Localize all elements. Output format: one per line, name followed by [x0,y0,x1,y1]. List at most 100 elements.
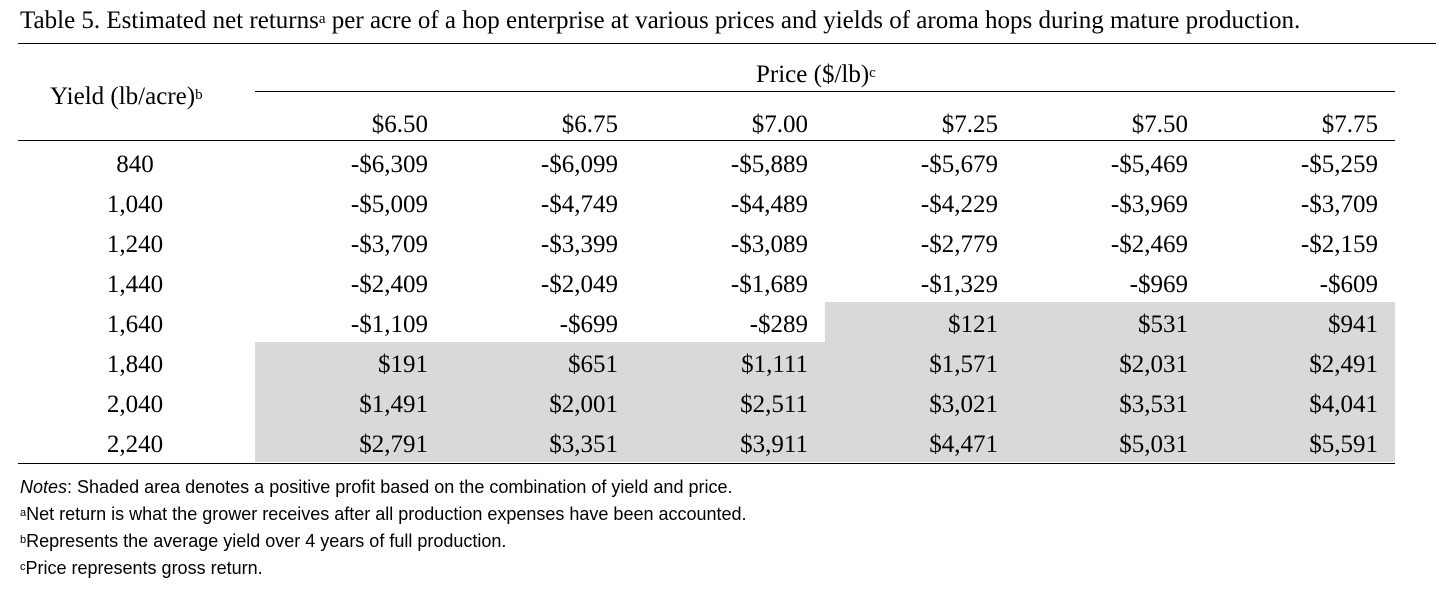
positive-cell-shade [445,422,635,462]
net-return-cell: -$5,889 [730,151,808,178]
yield-column-header: Yield (lb/acre)b [50,80,203,114]
yield-cell: 840 [116,151,154,178]
net-return-cell: $2,031 [1119,351,1188,378]
net-return-cell: $191 [378,351,428,378]
positive-cell-shade [1015,302,1205,342]
yield-cell: 2,240 [106,431,164,458]
positive-cell-shade [635,422,825,462]
net-return-cell: -$4,229 [920,191,998,218]
net-return-cell: -$5,679 [920,151,998,178]
net-return-cell: -$4,489 [730,191,808,218]
positive-cell-shade [1015,342,1205,382]
net-return-cell: $4,471 [929,431,998,458]
positive-cell-shade [255,422,445,462]
yield-cell: 1,440 [106,271,164,298]
price-header-cell: $6.50 [371,111,428,138]
net-return-cell: $2,511 [740,391,808,418]
net-return-cell: -$4,749 [540,191,618,218]
net-return-cell: -$1,689 [730,271,808,298]
positive-cell-shade [1205,342,1395,382]
net-return-cell: $2,001 [549,391,618,418]
net-return-cell: -$969 [1129,271,1188,298]
net-return-cell: -$699 [559,311,618,338]
header-bottom-rule [18,140,1395,141]
net-return-cell: -$2,049 [540,271,618,298]
yield-cell: 2,040 [106,391,164,418]
net-return-cell: -$3,709 [350,231,428,258]
note-b-marker: b [20,534,27,546]
notes-label: Notes [20,477,68,497]
price-header-cell: $7.75 [1321,111,1378,138]
note-c-text: Price represents gross return. [25,558,263,578]
net-return-cell: $651 [568,351,618,378]
net-return-cell: $2,791 [359,431,428,458]
positive-cell-shade [635,382,825,422]
net-return-cell: -$2,159 [1300,231,1378,258]
price-header-footnote-marker: c [869,65,876,81]
positive-cell-shade [635,342,825,382]
price-header-cell: $7.25 [941,111,998,138]
net-return-cell: $3,021 [929,391,998,418]
net-return-cell: $1,491 [359,391,428,418]
net-return-cell: $5,591 [1309,431,1378,458]
caption-text-rest: per acre of a hop enterprise at various … [325,7,1301,34]
net-return-cell: -$1,109 [350,311,428,338]
net-return-cell: -$5,469 [1110,151,1188,178]
price-header-label: Price ($/lb) [756,61,870,88]
positive-cell-shade [1205,422,1395,462]
net-return-cell: $2,491 [1309,351,1378,378]
positive-cell-shade [1015,422,1205,462]
bottom-rule [18,463,1395,464]
note-a-text: Net return is what the grower receives a… [26,504,747,524]
net-return-cell: $531 [1138,311,1188,338]
top-rule [18,43,1436,44]
net-return-cell: -$3,399 [540,231,618,258]
net-return-cell: $3,531 [1119,391,1188,418]
note-a: aNet return is what the grower receives … [20,501,747,527]
positive-cell-shade [825,422,1015,462]
note-b: bRepresents the average yield over 4 yea… [20,528,506,554]
yield-header-footnote-marker: b [195,87,203,103]
positive-cell-shade [445,382,635,422]
net-return-cell: -$5,009 [350,191,428,218]
net-return-cell: -$3,089 [730,231,808,258]
positive-cell-shade [825,302,1015,342]
net-return-cell: $3,911 [740,431,808,458]
positive-cell-shade [445,342,635,382]
net-return-cell: -$6,099 [540,151,618,178]
yield-cell: 1,040 [106,191,164,218]
positive-cell-shade [1015,382,1205,422]
net-return-cell: $941 [1328,311,1378,338]
positive-cell-shade [255,342,445,382]
price-header-cell: $6.75 [561,111,618,138]
yield-cell: 1,840 [106,351,164,378]
net-return-cell: $121 [948,311,998,338]
positive-cell-shade [825,382,1015,422]
net-return-cell: $1,111 [741,351,808,378]
yield-cell: 1,640 [106,311,164,338]
net-return-cell: -$2,779 [920,231,998,258]
caption-text: Table 5. Estimated net returns [20,7,319,34]
caption-footnote-marker: a [318,11,326,27]
net-return-cell: -$609 [1319,271,1378,298]
net-return-cell: -$2,409 [350,271,428,298]
net-return-cell: $3,351 [549,431,618,458]
positive-cell-shade [1205,302,1395,342]
note-c: cPrice represents gross return. [20,555,263,581]
price-spanner-header: Price ($/lb)c [756,58,876,92]
price-spanner-rule [255,91,1395,92]
net-return-cell: $4,041 [1309,391,1378,418]
positive-cell-shade [255,382,445,422]
net-return-cell: -$5,259 [1300,151,1378,178]
net-return-cell: -$3,709 [1300,191,1378,218]
price-header-cell: $7.00 [751,111,808,138]
note-a-marker: a [20,507,27,519]
net-return-cell: -$1,329 [920,271,998,298]
net-return-cell: $5,031 [1119,431,1188,458]
yield-cell: 1,240 [106,231,164,258]
net-return-cell: -$3,969 [1110,191,1188,218]
positive-cell-shade [825,342,1015,382]
note-b-text: Represents the average yield over 4 year… [26,531,507,551]
note-shading: Notes: Shaded area denotes a positive pr… [20,474,732,500]
table-caption: Table 5. Estimated net returnsa per acre… [20,4,1300,38]
